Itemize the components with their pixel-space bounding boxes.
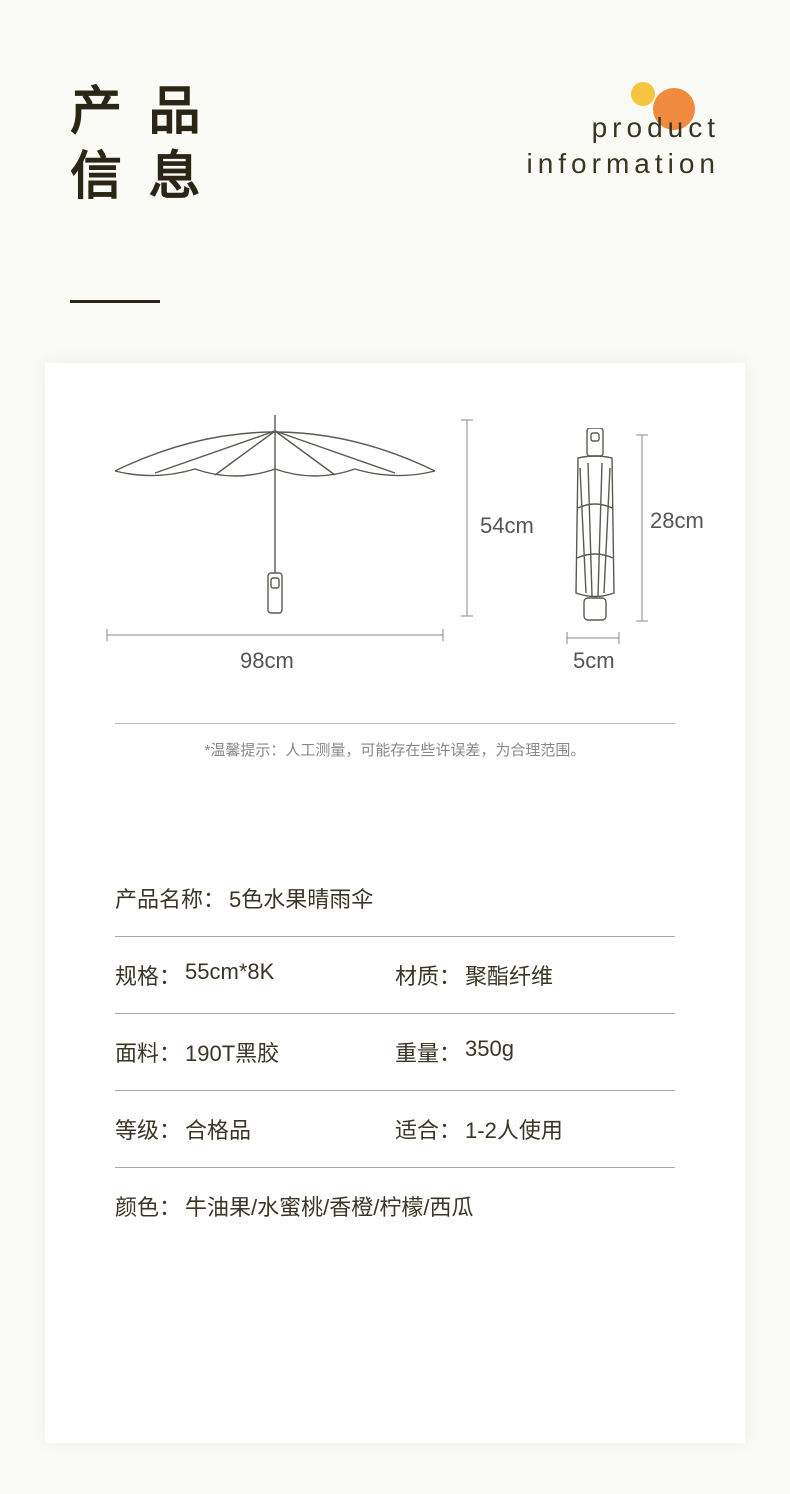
spec-row-name: 产品名称： 5色水果晴雨伞 xyxy=(115,860,675,937)
dot-yellow-icon xyxy=(631,82,655,106)
spec-weight-value: 350g xyxy=(465,1036,514,1068)
spec-row-fabric-weight: 面料： 190T黑胶 重量： 350g xyxy=(115,1014,675,1091)
dimension-horizontal-closed xyxy=(565,631,621,645)
spec-row-color: 颜色： 牛油果/水蜜桃/香橙/柠檬/西瓜 xyxy=(115,1168,675,1244)
label-closed-height: 28cm xyxy=(650,508,704,534)
spec-name-value: 5色水果晴雨伞 xyxy=(229,882,373,914)
spec-fit-label: 适合： xyxy=(395,1113,461,1145)
spec-name-label: 产品名称： xyxy=(115,882,225,914)
spec-fit-value: 1-2人使用 xyxy=(465,1113,563,1145)
spec-fabric-value: 190T黑胶 xyxy=(185,1036,279,1068)
dimension-vertical-open xyxy=(460,418,474,618)
title-en-line2: information xyxy=(526,146,720,182)
spec-grade-value: 合格品 xyxy=(185,1113,251,1145)
dimension-vertical-closed xyxy=(635,433,649,623)
spec-material-value: 聚酯纤维 xyxy=(465,959,553,991)
dimension-diagram: 54cm 98cm xyxy=(95,413,695,693)
title-english: product information xyxy=(526,110,720,183)
specs-table: 产品名称： 5色水果晴雨伞 规格： 55cm*8K 材质： 聚酯纤维 面料： 1… xyxy=(115,860,675,1244)
label-open-height: 54cm xyxy=(480,513,534,539)
title-underline xyxy=(70,300,160,303)
label-open-width: 98cm xyxy=(240,648,294,674)
spec-row-grade-fit: 等级： 合格品 适合： 1-2人使用 xyxy=(115,1091,675,1168)
measurement-hint: *温馨提示：人工测量，可能存在些许误差，为合理范围。 xyxy=(95,739,695,760)
spec-color-value: 牛油果/水蜜桃/香橙/柠檬/西瓜 xyxy=(185,1190,473,1222)
spec-row-spec-material: 规格： 55cm*8K 材质： 聚酯纤维 xyxy=(115,937,675,1014)
header: 产 品 信 息 product information xyxy=(0,0,790,300)
spec-fabric-label: 面料： xyxy=(115,1036,181,1068)
info-card: 54cm 98cm xyxy=(45,363,745,1443)
label-closed-width: 5cm xyxy=(573,648,615,674)
spec-spec-label: 规格： xyxy=(115,959,181,991)
spec-color-label: 颜色： xyxy=(115,1190,181,1222)
spec-grade-label: 等级： xyxy=(115,1113,181,1145)
spec-material-label: 材质： xyxy=(395,959,461,991)
hint-divider xyxy=(115,723,675,724)
spec-weight-label: 重量： xyxy=(395,1036,461,1068)
title-en-line1: product xyxy=(526,110,720,146)
spec-spec-value: 55cm*8K xyxy=(185,959,274,991)
umbrella-open-icon xyxy=(105,413,445,623)
dimension-horizontal-open xyxy=(105,628,445,642)
umbrella-closed-icon xyxy=(570,428,620,623)
